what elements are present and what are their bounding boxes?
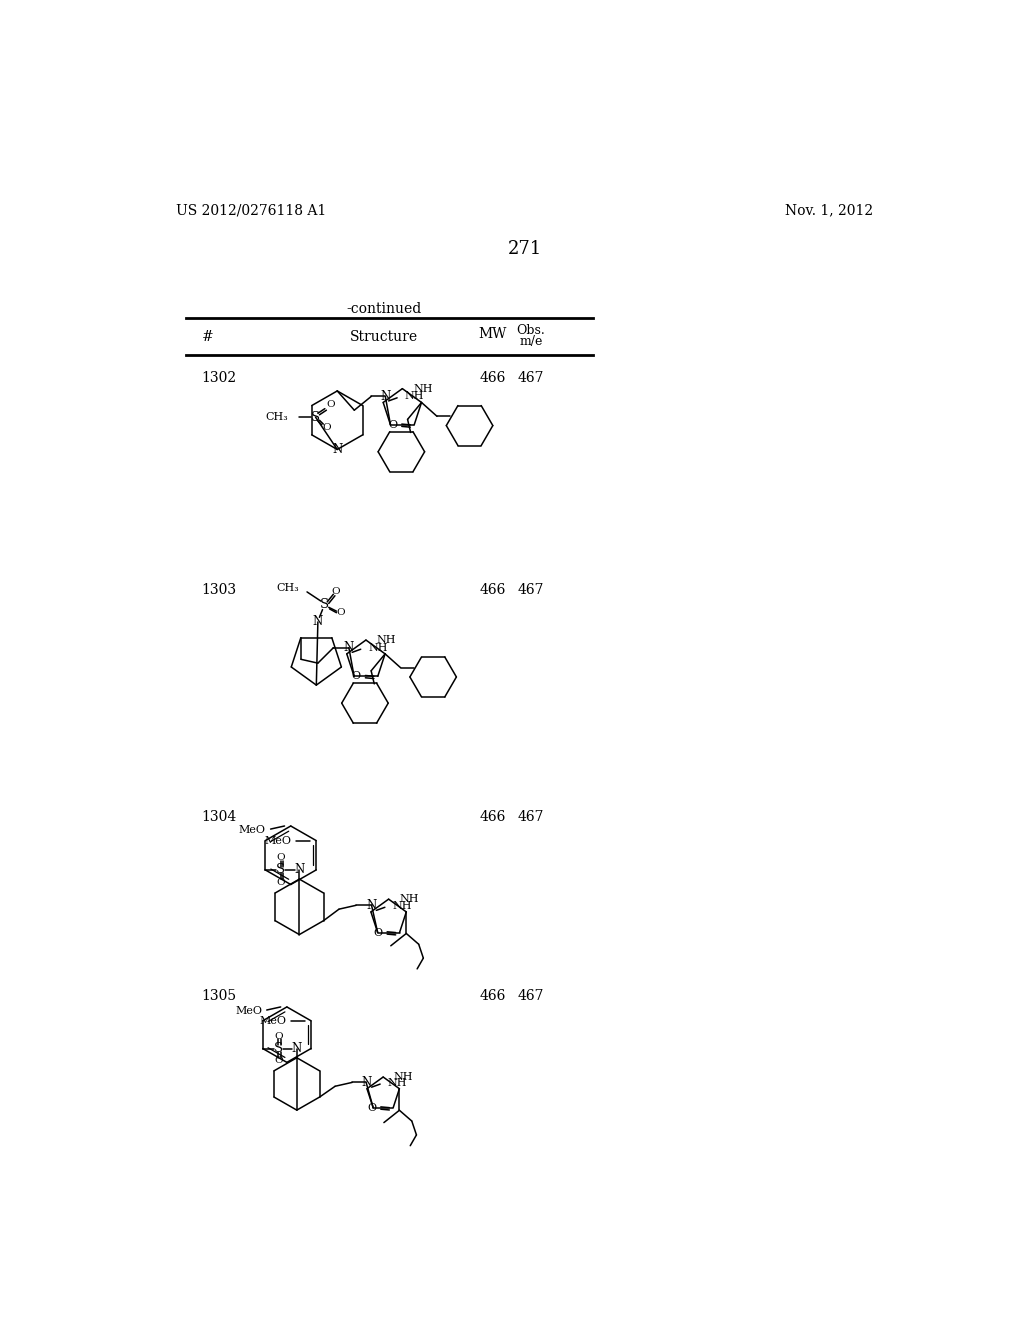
- Text: 1302: 1302: [202, 371, 237, 385]
- Text: O: O: [276, 853, 285, 862]
- Text: O: O: [351, 672, 360, 681]
- Text: N: N: [292, 1041, 302, 1055]
- Text: O: O: [276, 878, 285, 887]
- Text: N: N: [380, 389, 390, 403]
- Text: Nov. 1, 2012: Nov. 1, 2012: [785, 203, 873, 218]
- Text: 467: 467: [518, 809, 544, 824]
- Text: Structure: Structure: [349, 330, 418, 345]
- Text: 1304: 1304: [202, 809, 237, 824]
- Text: N: N: [312, 615, 323, 628]
- Text: 1305: 1305: [202, 989, 237, 1003]
- Text: 466: 466: [479, 582, 506, 597]
- Text: NH: NH: [387, 1077, 407, 1088]
- Text: S: S: [311, 411, 321, 424]
- Text: O: O: [374, 928, 383, 937]
- Text: NH: NH: [399, 894, 419, 904]
- Text: 467: 467: [518, 989, 544, 1003]
- Text: O: O: [367, 1102, 376, 1113]
- Text: CH₃: CH₃: [276, 583, 299, 593]
- Text: N: N: [367, 899, 377, 912]
- Text: 1303: 1303: [202, 582, 237, 597]
- Text: O: O: [273, 1056, 283, 1065]
- Text: N: N: [294, 863, 304, 876]
- Text: O: O: [388, 420, 397, 430]
- Text: US 2012/0276118 A1: US 2012/0276118 A1: [176, 203, 327, 218]
- Text: O: O: [273, 1032, 283, 1040]
- Text: NH: NH: [414, 384, 433, 393]
- Text: MW: MW: [478, 327, 507, 341]
- Text: N: N: [361, 1076, 372, 1089]
- Text: 466: 466: [479, 371, 506, 385]
- Text: MeO: MeO: [264, 836, 292, 846]
- Text: NH: NH: [369, 643, 388, 652]
- Text: CH₃: CH₃: [265, 412, 288, 422]
- Text: O: O: [323, 424, 332, 433]
- Text: O: O: [337, 609, 345, 618]
- Text: O: O: [326, 400, 335, 409]
- Text: O: O: [332, 586, 340, 595]
- Text: NH: NH: [392, 900, 412, 911]
- Text: MeO: MeO: [259, 1016, 287, 1026]
- Text: 467: 467: [518, 582, 544, 597]
- Text: 466: 466: [479, 989, 506, 1003]
- Text: -continued: -continued: [346, 302, 421, 317]
- Text: MeO: MeO: [236, 1006, 262, 1016]
- Text: MeO: MeO: [239, 825, 266, 834]
- Text: S: S: [319, 598, 329, 611]
- Text: 466: 466: [479, 809, 506, 824]
- Text: N: N: [344, 642, 354, 655]
- Text: 271: 271: [508, 240, 542, 259]
- Text: NH: NH: [393, 1072, 413, 1082]
- Text: NH: NH: [377, 635, 396, 645]
- Text: 467: 467: [518, 371, 544, 385]
- Text: S: S: [276, 863, 286, 876]
- Text: Obs.: Obs.: [517, 323, 546, 337]
- Text: NH: NH: [404, 391, 424, 401]
- Text: N: N: [332, 444, 342, 455]
- Text: #: #: [202, 330, 213, 345]
- Text: m/e: m/e: [519, 335, 543, 348]
- Text: S: S: [273, 1041, 283, 1055]
